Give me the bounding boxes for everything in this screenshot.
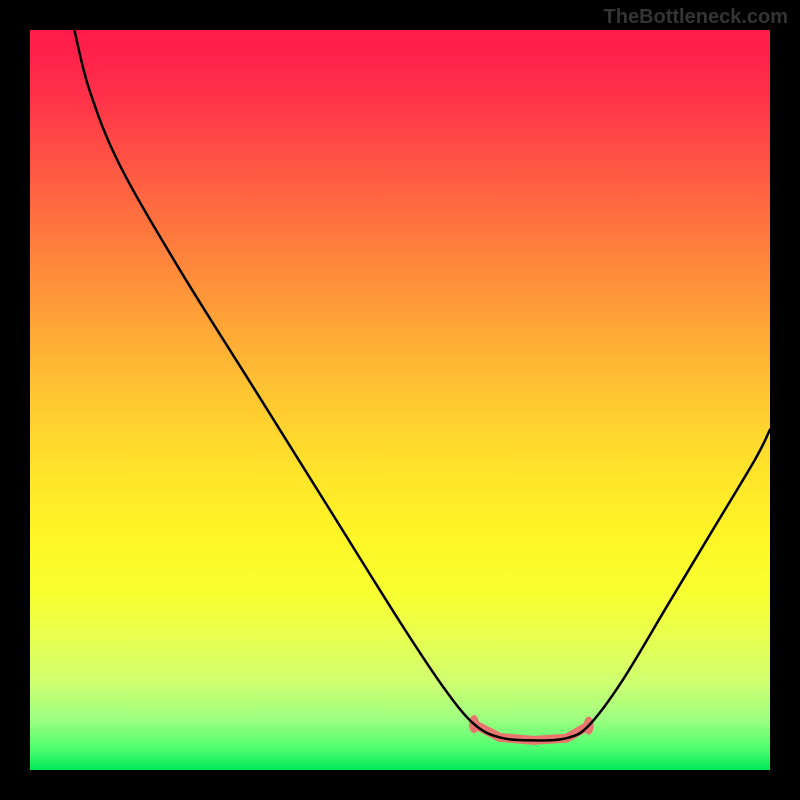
plot-area <box>30 30 770 770</box>
bottleneck-curve <box>74 30 770 740</box>
watermark-text: TheBottleneck.com <box>604 6 788 29</box>
curve-layer <box>30 30 770 770</box>
